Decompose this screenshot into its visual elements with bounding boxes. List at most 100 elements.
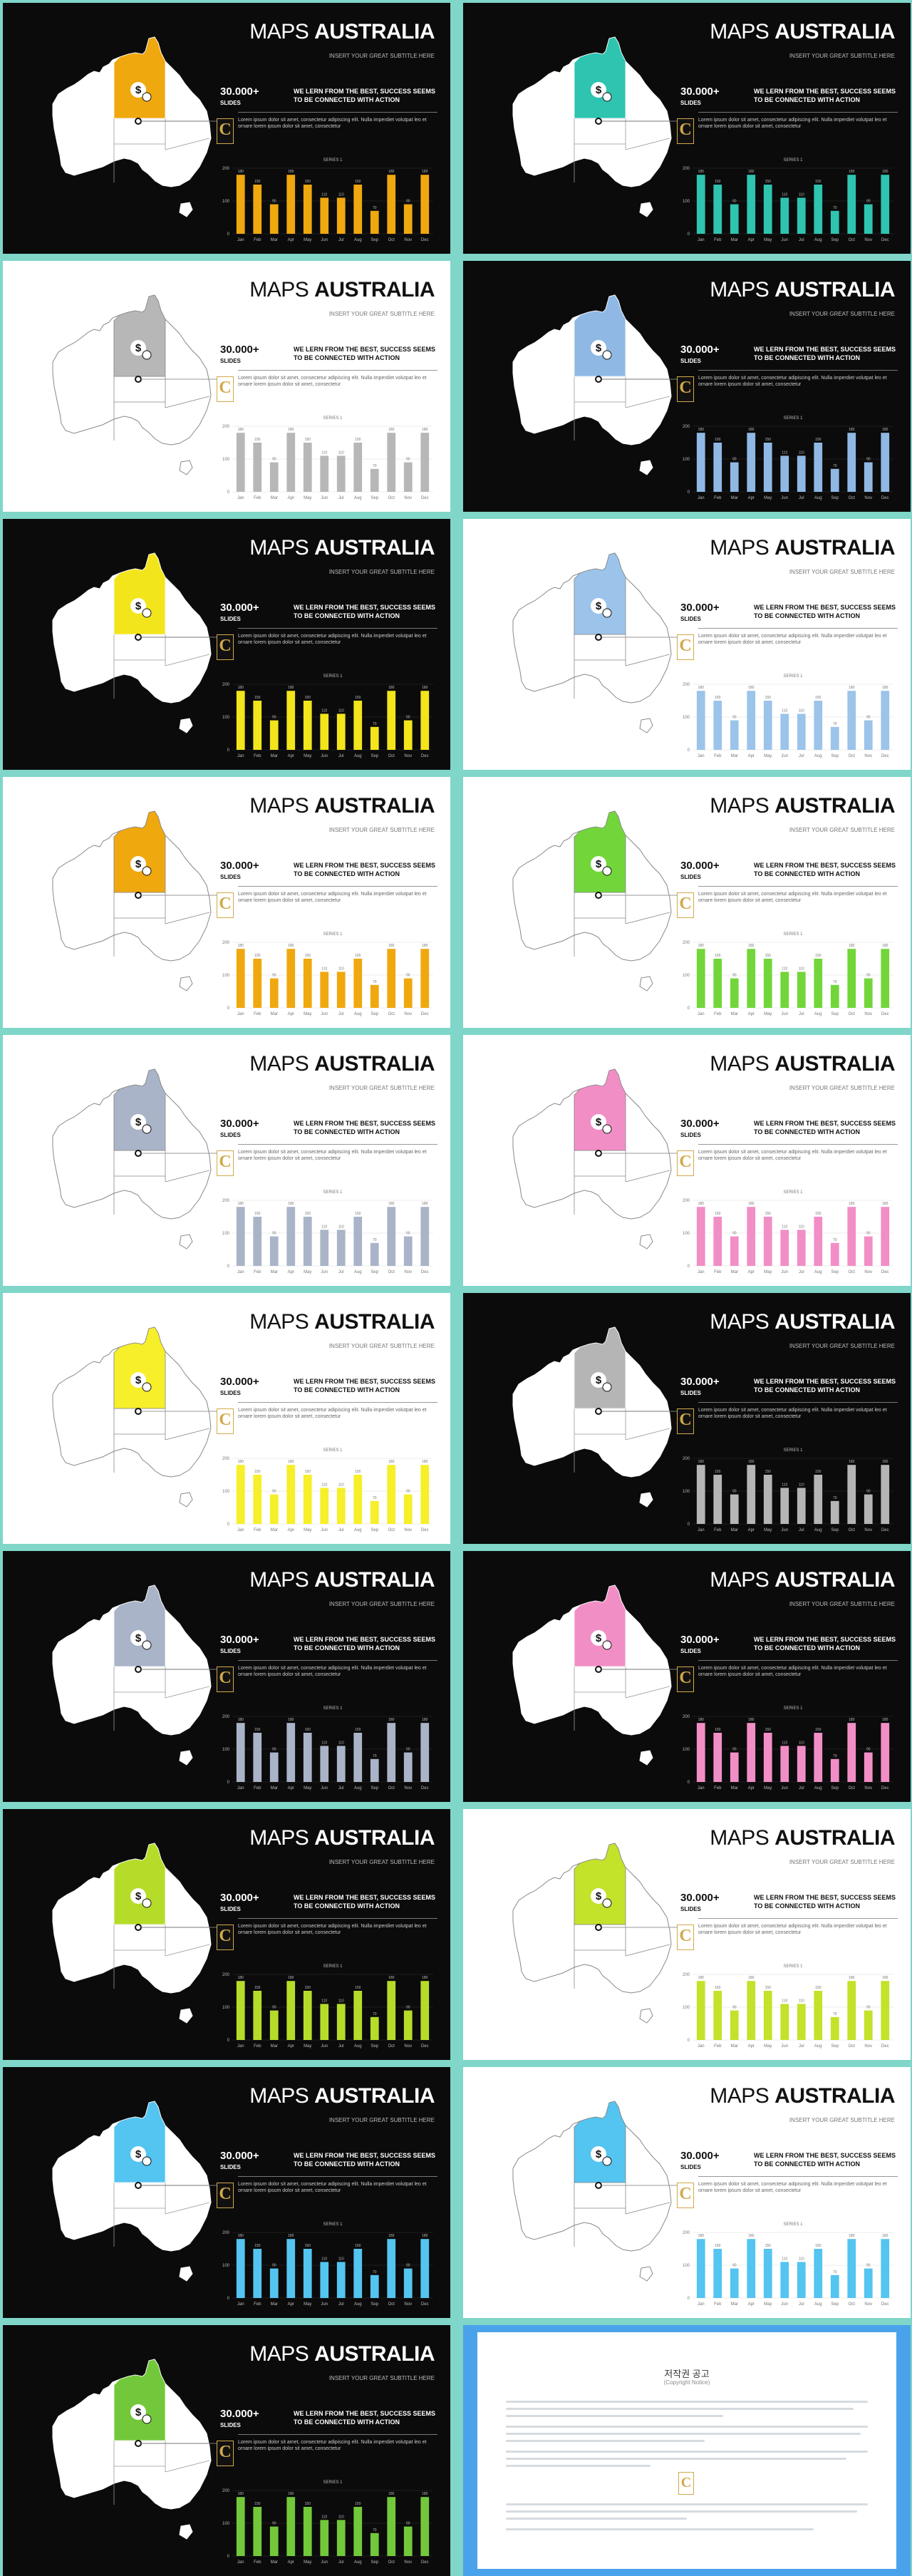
- location-pin-icon[interactable]: [595, 892, 602, 899]
- bar[interactable]: [387, 433, 396, 492]
- bar[interactable]: [814, 2249, 823, 2298]
- bar[interactable]: [320, 2520, 329, 2556]
- bar[interactable]: [747, 1981, 756, 2040]
- bar[interactable]: [747, 2239, 756, 2298]
- bar[interactable]: [353, 1733, 363, 1782]
- bar[interactable]: [370, 1758, 379, 1782]
- bar[interactable]: [780, 713, 789, 750]
- bar[interactable]: [420, 433, 430, 492]
- bar[interactable]: [353, 959, 363, 1008]
- bar[interactable]: [797, 2004, 806, 2040]
- bar[interactable]: [370, 1242, 379, 1266]
- bar[interactable]: [387, 2497, 396, 2556]
- location-pin-icon[interactable]: [135, 376, 142, 383]
- bar[interactable]: [847, 1981, 856, 2040]
- bar[interactable]: [370, 984, 379, 1008]
- slide[interactable]: $ MAPS AUSTRALIA INSERT YOUR GREAT SUBTITL…: [3, 519, 450, 770]
- bar[interactable]: [420, 175, 430, 234]
- bar[interactable]: [864, 1494, 873, 1524]
- bar[interactable]: [269, 204, 279, 234]
- bar[interactable]: [864, 204, 873, 234]
- bar[interactable]: [253, 1217, 262, 1266]
- slide[interactable]: $ MAPS AUSTRALIA INSERT YOUR GREAT SUBTITL…: [3, 1293, 450, 1544]
- bar[interactable]: [303, 1991, 312, 2040]
- bar[interactable]: [286, 2239, 296, 2298]
- highlighted-region[interactable]: [574, 294, 626, 377]
- bar[interactable]: [403, 978, 413, 1008]
- highlighted-region[interactable]: [113, 1326, 166, 1409]
- bar[interactable]: [403, 2268, 413, 2298]
- bar[interactable]: [864, 1236, 873, 1266]
- bar[interactable]: [420, 1207, 430, 1266]
- bar[interactable]: [286, 949, 296, 1008]
- bar[interactable]: [336, 1746, 346, 1782]
- bar[interactable]: [730, 978, 739, 1008]
- bar[interactable]: [236, 175, 245, 234]
- bar[interactable]: [420, 1981, 430, 2040]
- bar[interactable]: [847, 1465, 856, 1524]
- bar[interactable]: [403, 204, 413, 234]
- bar[interactable]: [236, 949, 245, 1008]
- bar[interactable]: [420, 1465, 430, 1524]
- bar[interactable]: [253, 1991, 262, 2040]
- bar[interactable]: [814, 1991, 823, 2040]
- bar[interactable]: [780, 2262, 789, 2298]
- bar[interactable]: [847, 1207, 856, 1266]
- bar[interactable]: [696, 1207, 705, 1266]
- slide[interactable]: $ MAPS AUSTRALIA INSERT YOUR GREAT SUBTITL…: [463, 3, 911, 254]
- bar[interactable]: [847, 1723, 856, 1782]
- bar[interactable]: [303, 1733, 312, 1782]
- bar[interactable]: [403, 1494, 413, 1524]
- bar[interactable]: [881, 1207, 890, 1266]
- bar[interactable]: [286, 433, 296, 492]
- bar[interactable]: [864, 1752, 873, 1782]
- bar[interactable]: [269, 2526, 279, 2556]
- bar[interactable]: [830, 210, 839, 234]
- bar[interactable]: [253, 2249, 262, 2298]
- highlighted-region[interactable]: [574, 552, 626, 635]
- bar[interactable]: [269, 462, 279, 492]
- slide[interactable]: $ MAPS AUSTRALIA INSERT YOUR GREAT SUBTITL…: [463, 261, 911, 512]
- bar[interactable]: [403, 462, 413, 492]
- bar[interactable]: [303, 1217, 312, 1266]
- bar[interactable]: [320, 2004, 329, 2040]
- location-pin-icon[interactable]: [135, 2182, 142, 2189]
- bar[interactable]: [236, 1723, 245, 1782]
- bar[interactable]: [420, 691, 430, 750]
- highlighted-region[interactable]: [574, 1326, 626, 1409]
- bar[interactable]: [730, 462, 739, 492]
- bar[interactable]: [336, 1230, 346, 1266]
- location-pin-icon[interactable]: [595, 1924, 602, 1931]
- bar[interactable]: [881, 949, 890, 1008]
- bar[interactable]: [730, 2268, 739, 2298]
- highlighted-region[interactable]: [574, 1585, 626, 1667]
- bar[interactable]: [847, 949, 856, 1008]
- bar[interactable]: [320, 1746, 329, 1782]
- bar[interactable]: [303, 959, 312, 1008]
- bar[interactable]: [830, 1242, 839, 1266]
- bar[interactable]: [713, 1991, 722, 2040]
- location-pin-icon[interactable]: [135, 1150, 142, 1157]
- bar[interactable]: [730, 2010, 739, 2040]
- bar[interactable]: [881, 1723, 890, 1782]
- bar[interactable]: [763, 1217, 772, 1266]
- bar[interactable]: [303, 701, 312, 750]
- bar[interactable]: [847, 691, 856, 750]
- bar[interactable]: [286, 1981, 296, 2040]
- bar[interactable]: [269, 2010, 279, 2040]
- location-pin-icon[interactable]: [595, 634, 602, 641]
- slide[interactable]: $ MAPS AUSTRALIA INSERT YOUR GREAT SUBTITL…: [3, 261, 450, 512]
- bar[interactable]: [830, 2274, 839, 2298]
- bar[interactable]: [320, 455, 329, 492]
- bar[interactable]: [286, 1723, 296, 1782]
- highlighted-region[interactable]: [574, 1068, 626, 1151]
- bar[interactable]: [713, 443, 722, 492]
- bar[interactable]: [763, 443, 772, 492]
- bar[interactable]: [320, 713, 329, 750]
- bar[interactable]: [713, 1733, 722, 1782]
- bar[interactable]: [730, 720, 739, 750]
- bar[interactable]: [730, 1236, 739, 1266]
- bar[interactable]: [797, 197, 806, 234]
- bar[interactable]: [696, 1465, 705, 1524]
- bar[interactable]: [269, 720, 279, 750]
